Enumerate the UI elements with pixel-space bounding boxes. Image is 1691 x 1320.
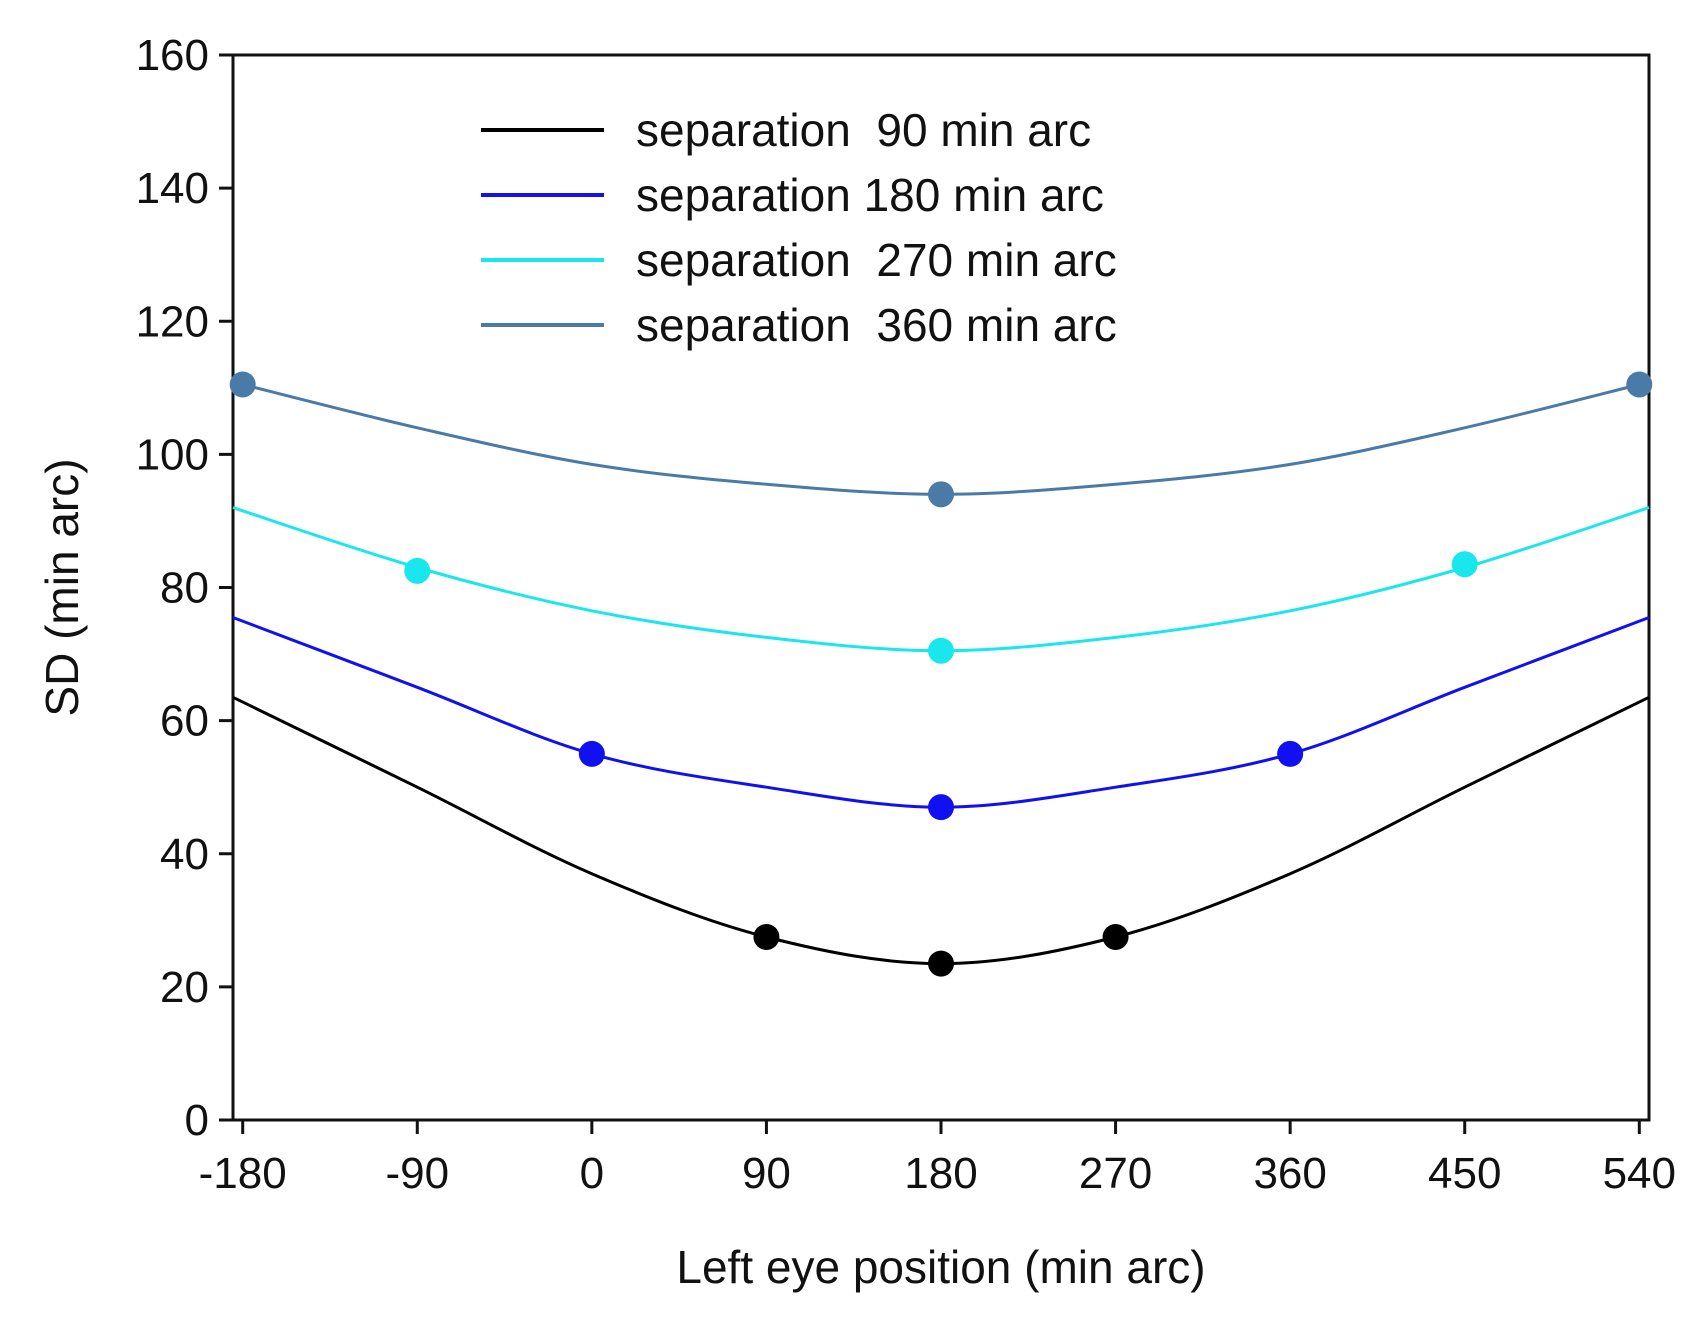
series-layer bbox=[229, 371, 1653, 977]
legend-item: separation 180 min arc bbox=[481, 169, 1104, 221]
legend-item: separation 270 min arc bbox=[481, 234, 1117, 286]
x-tick-label: -90 bbox=[385, 1149, 449, 1198]
x-tick-label: -180 bbox=[199, 1149, 287, 1198]
axes: 0 20 40 60 80 100 120 140 160 -180 -90 0 90 180 270 360… bbox=[136, 31, 1676, 1198]
legend-label: separation 180 min arc bbox=[636, 169, 1104, 221]
data-point bbox=[404, 557, 431, 584]
data-point bbox=[578, 740, 605, 767]
legend-item: separation 360 min arc bbox=[481, 299, 1117, 351]
data-point bbox=[928, 481, 954, 508]
data-point bbox=[229, 371, 256, 398]
y-tick-label: 40 bbox=[160, 830, 209, 879]
x-tick-label: 360 bbox=[1253, 1149, 1326, 1198]
x-tick-label: 0 bbox=[580, 1149, 604, 1198]
data-point bbox=[1277, 740, 1304, 767]
data-point bbox=[928, 794, 954, 821]
data-point bbox=[1102, 923, 1129, 950]
legend: separation 90 min arc separation 180 min … bbox=[481, 104, 1117, 351]
series-3 bbox=[232, 506, 1650, 664]
legend-label: separation 360 min arc bbox=[636, 299, 1117, 351]
x-tick-label: 90 bbox=[742, 1149, 791, 1198]
y-tick-label: 0 bbox=[185, 1096, 209, 1145]
x-tick-label: 270 bbox=[1079, 1149, 1152, 1198]
x-tick-label: 450 bbox=[1428, 1149, 1501, 1198]
series-line bbox=[232, 695, 1650, 966]
data-point bbox=[1451, 551, 1478, 578]
data-point bbox=[1626, 371, 1653, 398]
y-tick-label: 20 bbox=[160, 963, 209, 1012]
y-tick-label: 60 bbox=[160, 697, 209, 746]
y-tick-label: 140 bbox=[136, 164, 209, 213]
y-tick-label: 80 bbox=[160, 564, 209, 613]
x-tick-label: 540 bbox=[1603, 1149, 1676, 1198]
series-line bbox=[242, 383, 1640, 496]
y-tick-label: 120 bbox=[136, 297, 209, 346]
series-1 bbox=[232, 695, 1650, 977]
y-axis-title: SD (min arc) bbox=[36, 458, 88, 716]
y-tick-label: 100 bbox=[136, 430, 209, 479]
y-tick-label: 160 bbox=[136, 31, 209, 80]
x-axis-title: Left eye position (min arc) bbox=[676, 1241, 1205, 1293]
legend-label: separation 270 min arc bbox=[636, 234, 1117, 286]
legend-label: separation 90 min arc bbox=[636, 104, 1091, 156]
data-point bbox=[928, 950, 954, 977]
legend-item: separation 90 min arc bbox=[481, 104, 1091, 156]
series-4 bbox=[229, 371, 1653, 508]
series-2 bbox=[232, 616, 1650, 821]
x-tick-label: 180 bbox=[904, 1149, 977, 1198]
series-line bbox=[232, 506, 1650, 653]
data-point bbox=[928, 637, 954, 664]
data-point bbox=[753, 923, 780, 950]
